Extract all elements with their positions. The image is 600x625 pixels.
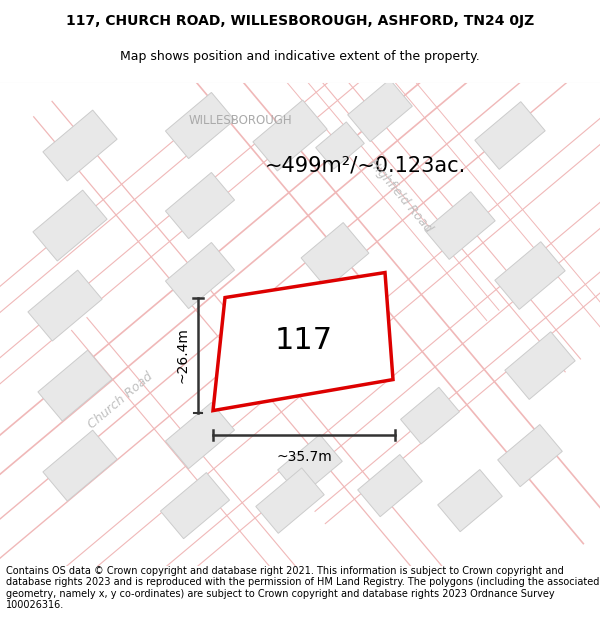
Text: Church Road: Church Road <box>85 370 155 431</box>
Polygon shape <box>166 402 235 469</box>
Polygon shape <box>33 190 107 261</box>
Text: Highfield Road: Highfield Road <box>365 156 434 235</box>
Polygon shape <box>437 469 502 532</box>
Polygon shape <box>166 242 235 309</box>
Polygon shape <box>256 468 324 533</box>
Polygon shape <box>505 332 575 399</box>
Polygon shape <box>278 434 343 497</box>
Text: Map shows position and indicative extent of the property.: Map shows position and indicative extent… <box>120 49 480 62</box>
Text: ~35.7m: ~35.7m <box>276 449 332 464</box>
Polygon shape <box>316 122 364 169</box>
Polygon shape <box>28 270 102 341</box>
Text: ~26.4m: ~26.4m <box>176 327 190 383</box>
Text: Contains OS data © Crown copyright and database right 2021. This information is : Contains OS data © Crown copyright and d… <box>6 566 599 611</box>
Polygon shape <box>166 92 235 159</box>
Polygon shape <box>38 350 112 421</box>
Text: 117: 117 <box>275 326 333 354</box>
Polygon shape <box>166 173 235 239</box>
Polygon shape <box>43 430 117 501</box>
Polygon shape <box>253 100 327 171</box>
Polygon shape <box>425 192 495 259</box>
Polygon shape <box>495 242 565 309</box>
Polygon shape <box>160 472 230 539</box>
Text: WILLESBOROUGH: WILLESBOROUGH <box>188 114 292 127</box>
Polygon shape <box>347 79 412 142</box>
Text: ~499m²/~0.123ac.: ~499m²/~0.123ac. <box>265 156 466 176</box>
Polygon shape <box>358 454 422 517</box>
Polygon shape <box>301 222 369 289</box>
Polygon shape <box>401 388 460 444</box>
Polygon shape <box>43 110 117 181</box>
Polygon shape <box>475 102 545 169</box>
Text: 117, CHURCH ROAD, WILLESBOROUGH, ASHFORD, TN24 0JZ: 117, CHURCH ROAD, WILLESBOROUGH, ASHFORD… <box>66 14 534 28</box>
Polygon shape <box>497 424 562 487</box>
Polygon shape <box>213 272 393 411</box>
